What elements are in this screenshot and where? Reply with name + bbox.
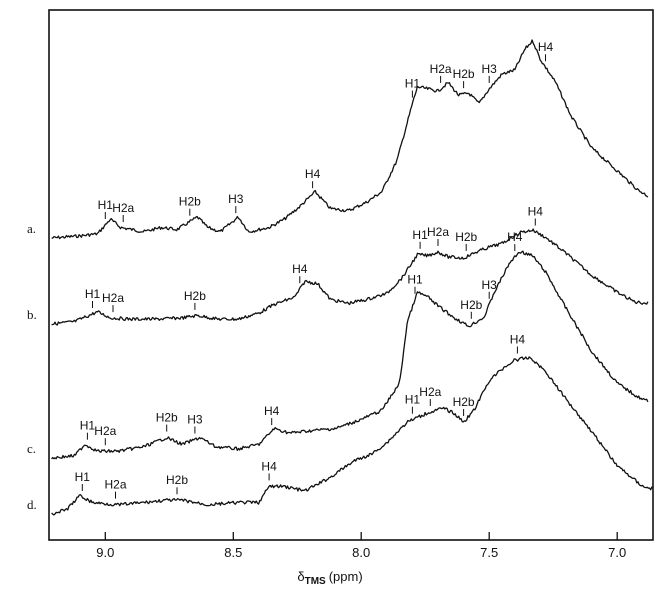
spectra-traces (51, 39, 654, 516)
peak-label: H1 (405, 393, 421, 407)
peak-label: H2b (166, 473, 188, 487)
spectrum-trace-1 (51, 39, 649, 240)
peak-label: H2b (179, 195, 201, 209)
peak-label: H1 (80, 419, 96, 433)
series-label-2: b. (27, 307, 37, 322)
series-label-3: c. (27, 441, 36, 456)
peak-label: H1 (412, 228, 428, 242)
x-tick-label: 9.0 (96, 545, 114, 560)
x-tick-label: 8.5 (224, 545, 242, 560)
peak-label: H4 (264, 404, 280, 418)
peak-label: H4 (538, 40, 554, 54)
peak-label: H1 (85, 287, 101, 301)
peak-label: H4 (305, 167, 321, 181)
peak-label: H1 (98, 198, 114, 212)
peak-label: H2b (455, 230, 477, 244)
peak-label: H4 (507, 230, 523, 244)
x-tick-label: 8.0 (352, 545, 370, 560)
peak-label: H3 (482, 278, 498, 292)
spectrum-trace-3 (51, 250, 649, 460)
peak-label: H4 (510, 333, 526, 347)
x-tick-label: 7.5 (480, 545, 498, 560)
x-tick-label: 7.0 (608, 545, 626, 560)
peak-label: H2b (460, 298, 482, 312)
plot-frame (48, 9, 654, 541)
peak-label: H2a (102, 291, 124, 305)
x-axis-symbol: δ (297, 569, 304, 584)
x-axis-unit: (ppm) (329, 569, 363, 584)
peak-label: H2b (453, 395, 475, 409)
peak-label: H3 (482, 62, 498, 76)
x-axis-title: δTMS (ppm) (297, 569, 362, 587)
peak-label: H4 (292, 262, 308, 276)
peak-label: H1 (405, 77, 421, 91)
peak-label: H2b (184, 289, 206, 303)
peak-label: H2a (104, 478, 126, 492)
peak-label: H2a (427, 225, 449, 239)
series-labels: a. b. c. d. (27, 221, 37, 512)
peak-label: H3 (228, 192, 244, 206)
x-axis-subscript: TMS (305, 576, 326, 587)
spectrum-trace-4 (51, 356, 654, 516)
peak-label: H1 (407, 273, 423, 287)
peak-label: H2b (156, 411, 178, 425)
series-label-4: d. (27, 497, 37, 512)
peak-label: H1 (75, 470, 91, 484)
peak-label: H2a (94, 424, 116, 438)
peak-label: H2a (112, 201, 134, 215)
x-axis-ticks: 9.0 8.5 8.0 7.5 7.0 (96, 532, 626, 560)
series-label-1: a. (27, 221, 36, 236)
peak-label: H2a (430, 62, 452, 76)
peak-label: H4 (261, 459, 277, 473)
peak-label: H3 (187, 413, 203, 427)
peak-markers (81, 54, 546, 499)
spectrum-trace-2 (51, 228, 649, 326)
peak-label: H4 (528, 205, 544, 219)
peak-label: H2a (419, 385, 441, 399)
peak-label: H2b (453, 67, 475, 81)
